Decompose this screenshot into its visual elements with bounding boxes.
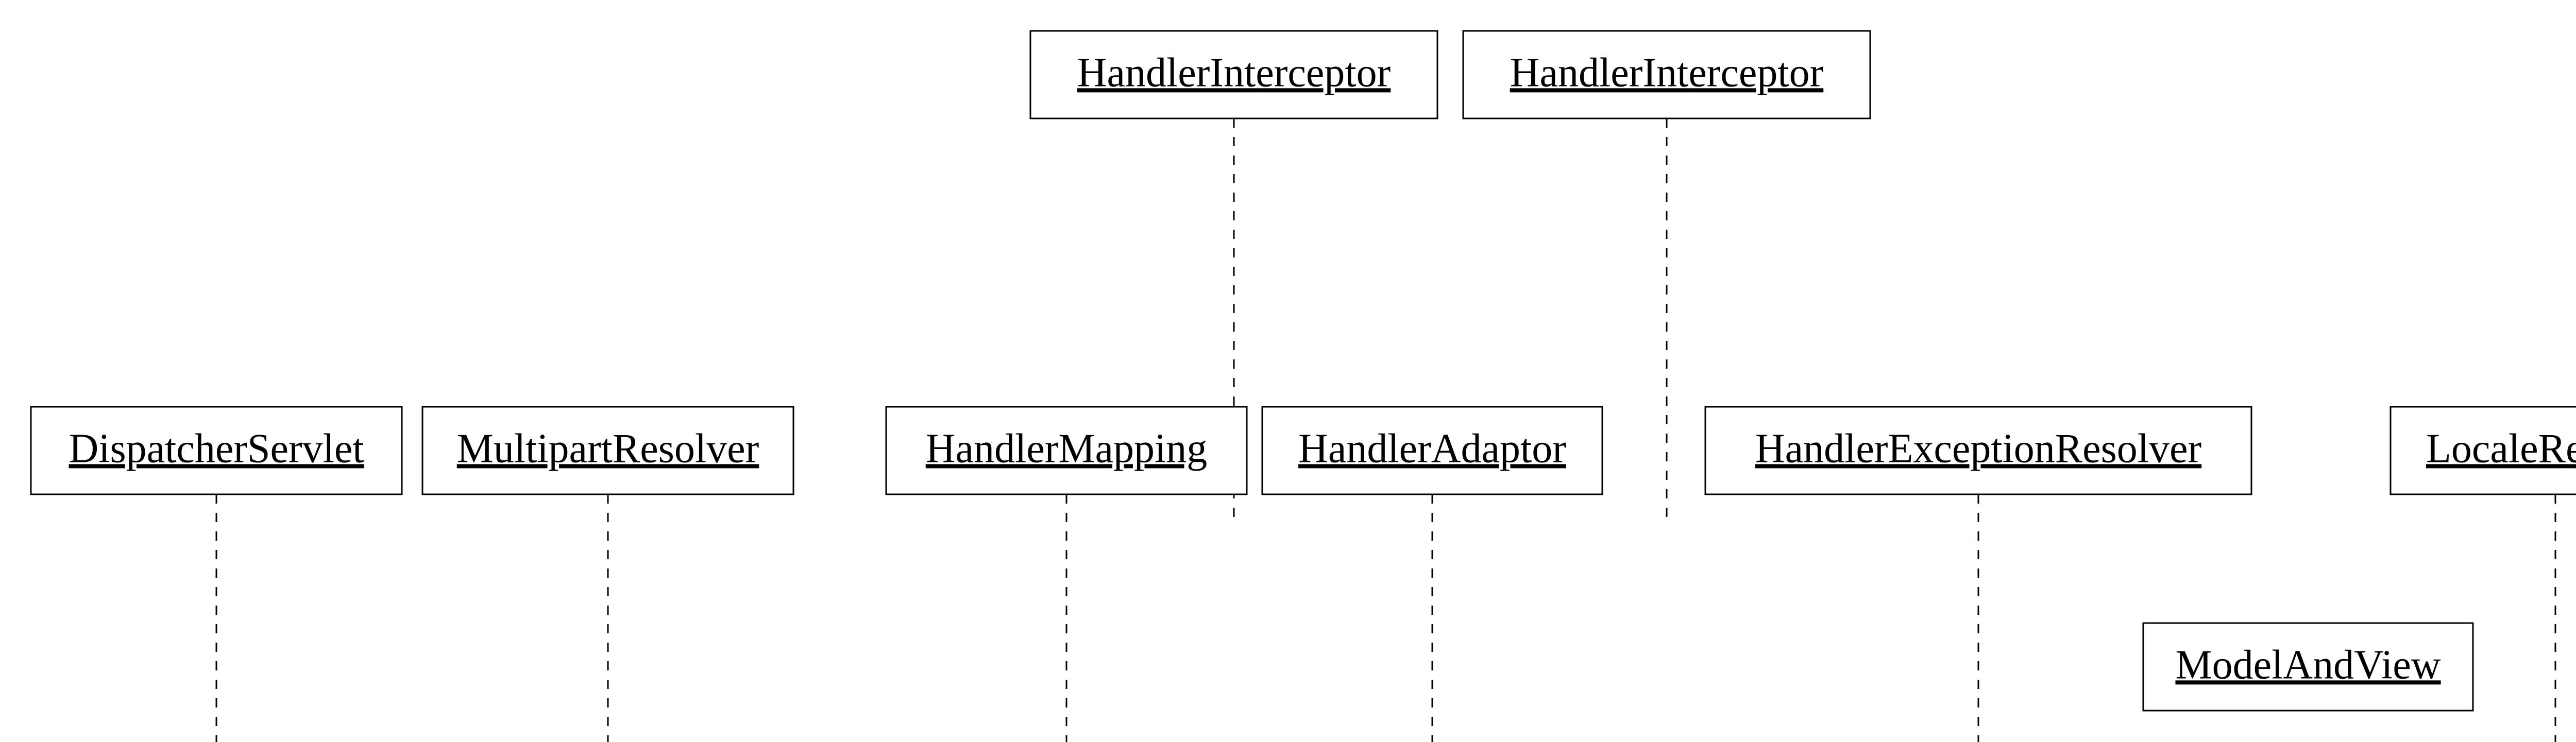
locale-resolver-node: LocaleResolver: [2391, 407, 2576, 494]
handler-interceptor-1-node: HandlerInterceptor: [1030, 31, 1437, 118]
model-and-view-label: ModelAndView: [2175, 642, 2441, 687]
handler-interceptor-1-label: HandlerInterceptor: [1077, 50, 1391, 95]
multipart-resolver-node: MultipartResolver: [422, 407, 793, 494]
locale-resolver-label: LocaleResolver: [2426, 426, 2576, 471]
handler-adaptor-node: HandlerAdaptor: [1262, 407, 1602, 494]
handler-adaptor-label: HandlerAdaptor: [1298, 426, 1566, 471]
dispatcher-servlet-label: DispatcherServlet: [69, 426, 364, 471]
handler-mapping-label: HandlerMapping: [926, 426, 1208, 471]
handler-exception-resolver-node: HandlerExceptionResolver: [1705, 407, 2251, 494]
handler-exception-resolver-label: HandlerExceptionResolver: [1755, 426, 2201, 471]
multipart-resolver-label: MultipartResolver: [457, 426, 759, 471]
handler-interceptor-2-node: HandlerInterceptor: [1463, 31, 1870, 118]
handler-mapping-node: HandlerMapping: [886, 407, 1247, 494]
handler-interceptor-2-label: HandlerInterceptor: [1510, 50, 1824, 95]
dispatcher-servlet-node: DispatcherServlet: [31, 407, 402, 494]
model-and-view-node: ModelAndView: [2143, 623, 2473, 711]
